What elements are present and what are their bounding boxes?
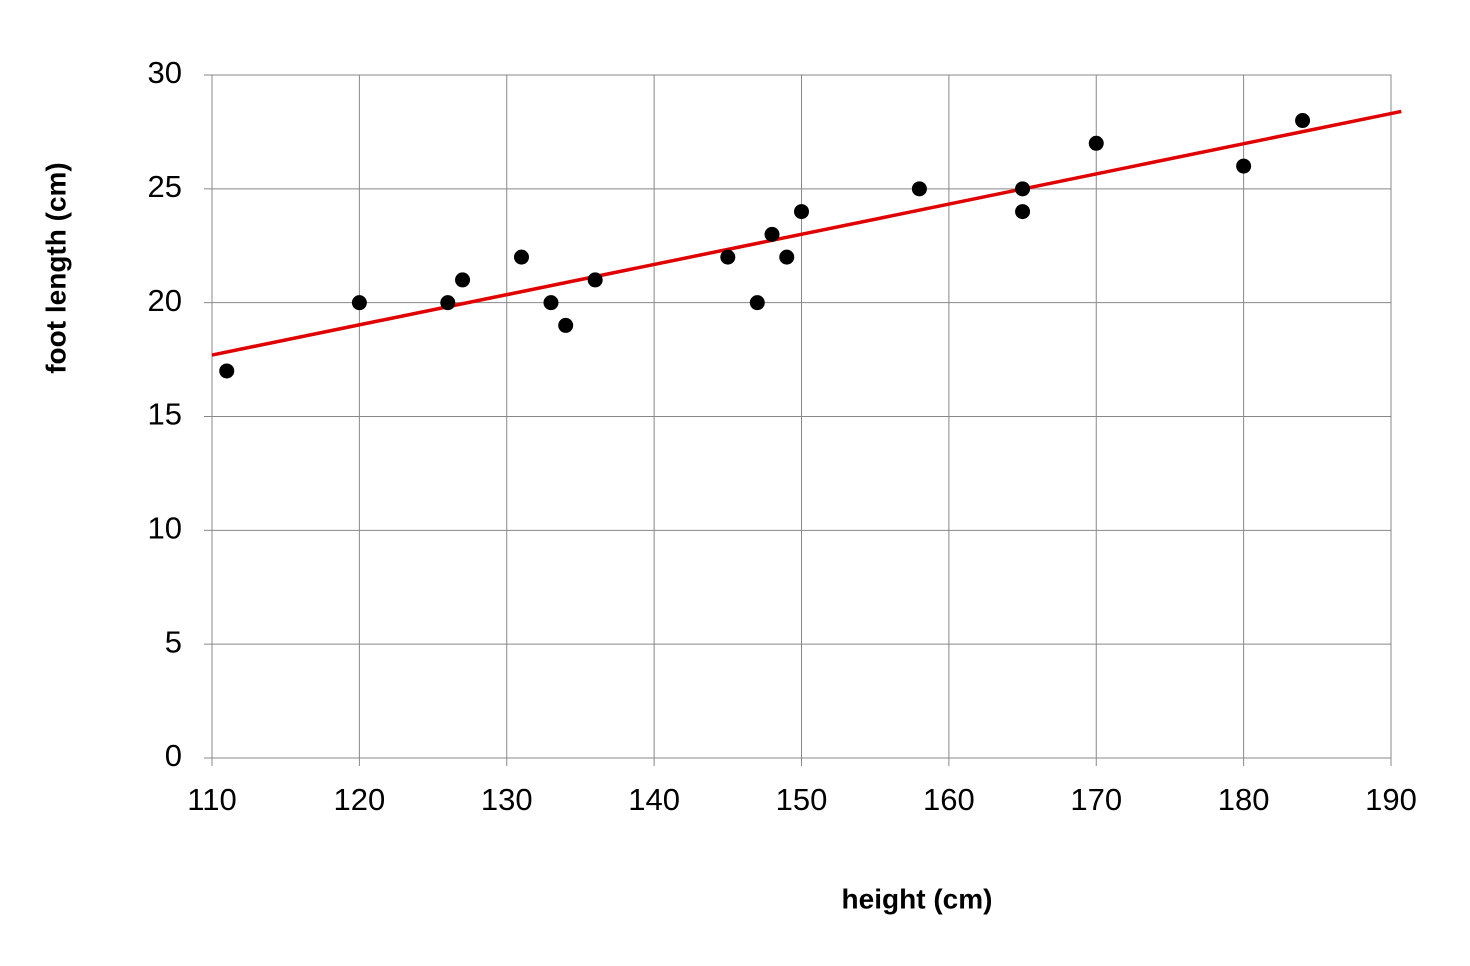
scatter-point [720,249,736,265]
x-tick-label: 130 [481,782,533,817]
scatter-point [1015,204,1031,220]
trend-line [211,109,1402,357]
scatter-point [1236,158,1252,174]
x-tick-label: 140 [628,782,680,817]
scatter-point [219,363,235,379]
scatter-point [558,317,574,333]
scatter-point [543,295,559,311]
scatter-point [764,226,780,242]
scatter-point [587,272,603,288]
y-tick-label: 15 [148,397,182,432]
scatter-point [794,204,809,220]
scatter-point [1088,135,1104,151]
y-tick-label: 20 [148,283,182,318]
x-tick-label: 180 [1218,782,1270,817]
x-tick-label: 150 [776,782,828,817]
x-tick-label: 170 [1070,782,1122,817]
scatter-point [351,295,367,311]
y-tick-label: 30 [148,55,182,90]
x-tick-label: 190 [1365,782,1417,817]
scatter-point [440,295,456,311]
plot-border [211,74,1392,759]
y-axis-title: foot length (cm) [40,162,71,374]
scatter-point [1015,181,1031,197]
x-tick-label: 160 [923,782,975,817]
scatter-point [513,249,529,265]
x-axis-title: height (cm) [842,883,993,914]
scatter-point [779,249,795,265]
x-tick-label: 120 [334,782,386,817]
scatter-point [1295,113,1311,129]
y-tick-label: 5 [165,624,182,659]
y-tick-label: 10 [148,511,182,546]
y-tick-label: 25 [148,169,182,204]
scatter-point [455,272,471,288]
y-tick-label: 0 [165,738,182,773]
x-tick-label: 110 [187,782,236,817]
scatter-point [749,295,765,311]
scatter-point [911,181,927,197]
